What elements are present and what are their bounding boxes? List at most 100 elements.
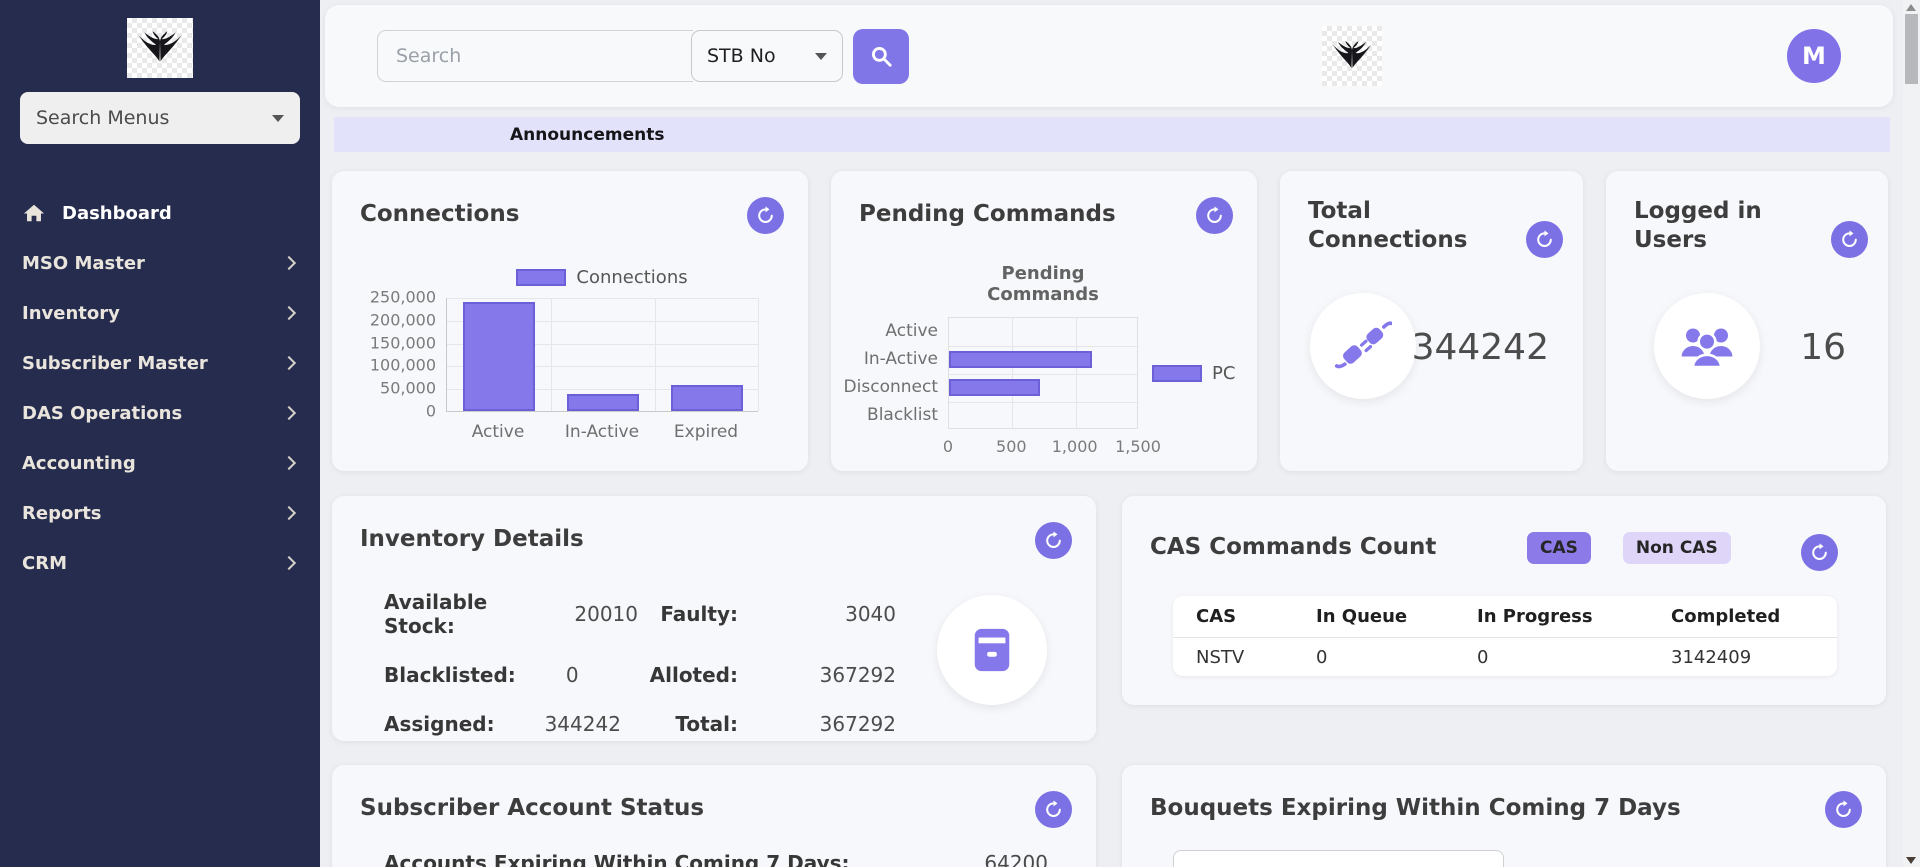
inventory-stat-row: Blacklisted: 0 Alloted: 367292: [384, 663, 896, 687]
card-title: Connections: [360, 201, 520, 227]
non-cas-toggle-button[interactable]: Non CAS: [1622, 532, 1731, 564]
total-connections-value: 344242: [1411, 327, 1549, 368]
refresh-button[interactable]: [1831, 221, 1868, 258]
stat-label: Available Stock:: [384, 590, 488, 638]
card-title: Subscriber Account Status: [360, 795, 705, 821]
sidebar-item-dashboard[interactable]: Dashboard: [0, 188, 320, 238]
sidebar-item-label: Inventory: [22, 302, 120, 324]
table-header-cell: In Queue: [1316, 606, 1408, 627]
gridline: [1075, 318, 1077, 428]
sidebar-item-crm[interactable]: CRM: [0, 538, 320, 588]
gridline: [447, 389, 758, 391]
chevron-right-icon: [281, 455, 297, 471]
sidebar-item-label: Dashboard: [62, 202, 172, 224]
sidebar-item-inventory[interactable]: Inventory: [0, 288, 320, 338]
refresh-button[interactable]: [747, 197, 784, 234]
refresh-button[interactable]: [1035, 791, 1072, 828]
inventory-stat-pair: Alloted: 367292: [638, 663, 896, 687]
sidebar-item-accounting[interactable]: Accounting: [0, 438, 320, 488]
gridline: [447, 343, 758, 345]
scrollbar[interactable]: [1903, 0, 1920, 867]
inventory-stat-pair: Faulty: 3040: [638, 602, 896, 626]
sidebar-item-das-operations[interactable]: DAS Operations: [0, 388, 320, 438]
chevron-right-icon: [281, 255, 297, 271]
search-menus-select[interactable]: Search Menus: [20, 92, 300, 144]
cas-toggle-group: CAS Non CAS: [1527, 532, 1731, 564]
table-header-cell: Completed: [1671, 606, 1781, 627]
x-category-label: In-Active: [564, 422, 640, 442]
refresh-icon: [1812, 543, 1827, 560]
caret-down-icon: [272, 114, 284, 122]
avatar[interactable]: M: [1787, 29, 1841, 83]
search-button[interactable]: [853, 28, 909, 84]
chevron-right-icon: [281, 355, 297, 371]
sidebar-item-label: Accounting: [22, 452, 136, 474]
plot-area: [948, 317, 1138, 429]
gridline: [758, 298, 759, 411]
refresh-icon: [1207, 206, 1222, 223]
refresh-button[interactable]: [1825, 791, 1862, 828]
scroll-down-arrow[interactable]: [1906, 857, 1916, 864]
chart-body: Active In-Active Disconnect Blacklist PC: [844, 317, 1235, 429]
refresh-button[interactable]: [1035, 522, 1072, 559]
x-tick-label: 500: [996, 437, 1027, 456]
announcements-bar: Announcements: [334, 117, 1890, 152]
sidebar-item-mso-master[interactable]: MSO Master: [0, 238, 320, 288]
y-tick-label: 150,000: [369, 333, 436, 353]
x-tick-label: 1,500: [1115, 437, 1161, 456]
wings-logo-icon: [138, 31, 182, 62]
table-row: NSTV 0 0 3142409: [1173, 638, 1837, 676]
x-axis-labels: 0 500 1,000 1,500: [943, 437, 1161, 459]
cas-toggle-button[interactable]: CAS: [1527, 532, 1591, 564]
table-header-row: CAS In Queue In Progress Completed: [1173, 596, 1837, 638]
icon-circle: [1654, 293, 1760, 399]
chevron-right-icon: [281, 305, 297, 321]
inventory-stat-pair: Total: 367292: [638, 712, 896, 736]
search-group: STB No: [377, 30, 843, 82]
x-category-label: Active: [471, 422, 525, 442]
refresh-button[interactable]: [1801, 534, 1838, 571]
gridline: [949, 374, 1137, 375]
search-input[interactable]: [377, 30, 693, 82]
search-menus-label: Search Menus: [36, 107, 170, 129]
legend-label: PC: [1212, 362, 1236, 384]
scrollbar-thumb[interactable]: [1905, 14, 1918, 84]
pending-commands-chart: Pending Commands Active In-Active Disconnec…: [844, 263, 1236, 459]
bar-in-active: [566, 394, 640, 411]
logged-in-users-value: 16: [1800, 327, 1846, 368]
table-cell: NSTV: [1196, 646, 1245, 668]
refresh-button[interactable]: [1526, 221, 1563, 258]
x-tick-label: 1,000: [1051, 437, 1098, 456]
gridline: [447, 320, 758, 322]
sidebar-item-subscriber-master[interactable]: Subscriber Master: [0, 338, 320, 388]
x-category-label: Expired: [673, 422, 739, 442]
scroll-up-arrow[interactable]: [1906, 4, 1916, 11]
sidebar-item-label: MSO Master: [22, 252, 145, 274]
bouquets-expiring-card: Bouquets Expiring Within Coming 7 Days: [1122, 765, 1886, 867]
refresh-icon: [1537, 230, 1552, 247]
bouquets-list-box[interactable]: [1173, 850, 1504, 867]
inventory-stat-row: Assigned: 344242 Total: 367292: [384, 712, 896, 736]
y-tick-label: 50,000: [380, 378, 436, 398]
sidebar-item-reports[interactable]: Reports: [0, 488, 320, 538]
stat-value: 367292: [819, 712, 896, 736]
refresh-button[interactable]: [1196, 197, 1233, 234]
archive-box-icon: [974, 628, 1010, 672]
announcements-label: Announcements: [510, 124, 665, 145]
legend-swatch: [1152, 364, 1202, 382]
sidebar-item-label: DAS Operations: [22, 402, 183, 424]
search-type-select[interactable]: STB No: [691, 30, 843, 82]
stat-label: Blacklisted:: [384, 663, 516, 687]
y-category-label: In-Active: [863, 349, 938, 369]
sidebar: Search Menus Dashboard MSO Master Inventor…: [0, 0, 320, 867]
chart-legend: PC: [1152, 363, 1235, 384]
plot-area: [446, 298, 759, 412]
gridline: [949, 346, 1137, 347]
stat-value: 20010: [574, 602, 638, 626]
expiring-accounts-row: Accounts Expiring Within Coming 7 Days: …: [384, 851, 1048, 867]
inventory-stats: Available Stock: 20010 Faulty: 3040 Blacklis…: [384, 590, 896, 761]
y-category-label: Blacklist: [867, 405, 938, 425]
card-title: Pending Commands: [859, 201, 1116, 227]
y-tick-label: 100,000: [369, 355, 436, 375]
refresh-icon: [758, 206, 773, 223]
